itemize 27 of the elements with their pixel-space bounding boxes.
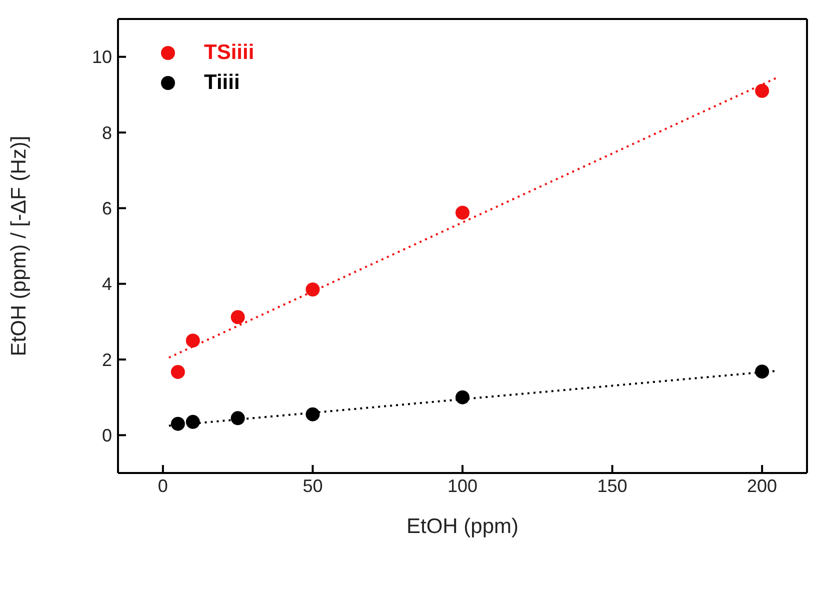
point bbox=[456, 390, 470, 404]
legend-label: TSiiii bbox=[204, 41, 254, 65]
point bbox=[755, 84, 770, 98]
point bbox=[230, 310, 245, 324]
y-tick-label: 4 bbox=[102, 274, 112, 294]
point bbox=[230, 411, 245, 426]
point bbox=[306, 282, 320, 297]
point bbox=[170, 416, 185, 431]
point bbox=[306, 407, 320, 422]
x-tick-label: 200 bbox=[747, 476, 778, 496]
y-tick-label: 10 bbox=[92, 47, 112, 68]
y-tick-label: 6 bbox=[102, 198, 112, 219]
point bbox=[170, 364, 185, 379]
point bbox=[186, 414, 200, 429]
point bbox=[186, 334, 200, 348]
x-axis-title: EtOH (ppm) bbox=[406, 515, 519, 538]
x-tick-label: 100 bbox=[447, 476, 478, 496]
y-tick-label: 0 bbox=[102, 426, 112, 446]
point bbox=[755, 364, 770, 379]
x-tick-label: 150 bbox=[597, 476, 628, 496]
x-tick-label: 0 bbox=[158, 476, 168, 496]
legend-label: Tiiii bbox=[204, 71, 240, 95]
y-tick-label: 8 bbox=[102, 122, 112, 143]
y-tick-label: 2 bbox=[102, 350, 112, 370]
point bbox=[456, 206, 470, 220]
x-tick-label: 50 bbox=[302, 476, 323, 496]
y-axis-title: EtOH (ppm) / [-ΔF (Hz)] bbox=[7, 136, 30, 356]
